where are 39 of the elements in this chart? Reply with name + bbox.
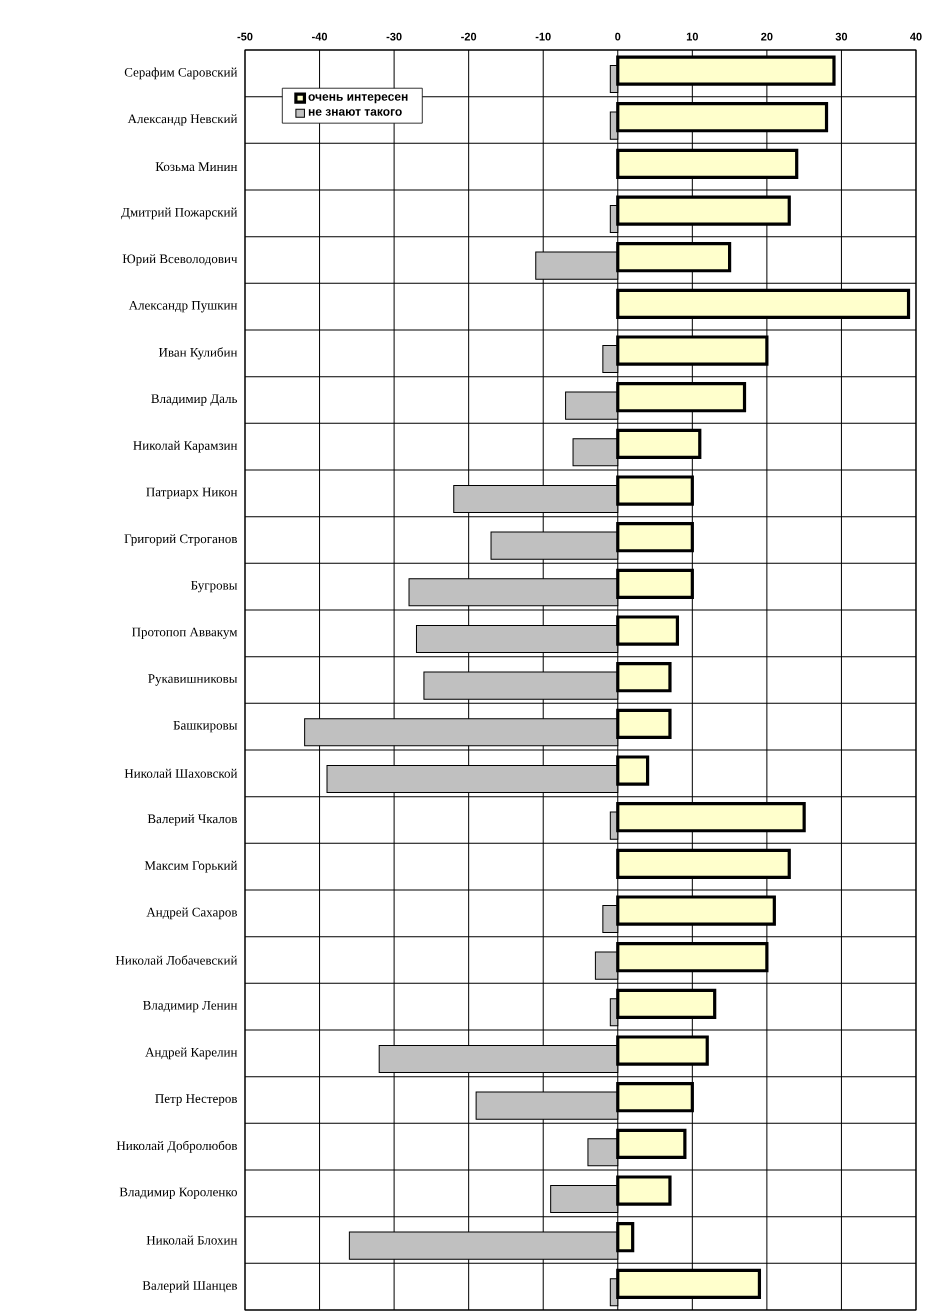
y-tick-label: Иван Кулибин (158, 347, 238, 360)
y-tick-label: Юрий Всеволодович (122, 254, 238, 266)
y-tick-label: Григорий Строганов (124, 534, 237, 546)
x-tick-label: -50 (237, 32, 253, 41)
y-tick-label: Протопоп Аввакум (132, 627, 238, 640)
x-tick-label: -20 (461, 32, 477, 41)
x-tick-label: 20 (761, 32, 773, 41)
y-tick-label: Николай Шаховской (124, 768, 238, 778)
y-tick-label: Рукавишниковы (148, 674, 238, 686)
y-tick-label: Николай Блохин (146, 1235, 238, 1245)
y-tick-label: Владимир Короленко (119, 1187, 237, 1199)
y-tick-label: Андрей Сахаров (146, 907, 238, 920)
legend-label: очень интересен (308, 94, 408, 104)
y-tick-label: Козьма Минин (155, 162, 238, 172)
y-tick-label: Николай Лобачевский (115, 955, 238, 965)
x-tick-label: 0 (615, 32, 621, 41)
y-tick-label: Александр Невский (127, 114, 238, 126)
y-tick-label: Валерий Шанцев (142, 1280, 238, 1293)
y-tick-label: Максим Горький (144, 860, 238, 873)
y-tick-label: Серафим Саровский (124, 67, 238, 80)
y-tick-label: Николай Добролюбов (116, 1140, 238, 1153)
x-tick-label: 40 (910, 32, 922, 41)
y-tick-label: Башкировы (173, 721, 238, 733)
y-tick-label: Патриарх Никон (146, 487, 238, 499)
x-tick-label: -30 (386, 32, 402, 41)
y-tick-label: Александр Пушкин (128, 301, 238, 313)
y-tick-label: Дмитрий Пожарский (121, 207, 238, 220)
x-tick-label: 10 (686, 32, 698, 41)
y-tick-label: Владимир Ленин (143, 1001, 238, 1013)
y-tick-label: Андрей Карелин (145, 1047, 238, 1060)
y-tick-label: Владимир Даль (151, 394, 238, 406)
x-tick-label: 30 (835, 32, 848, 41)
y-tick-label: Николай Карамзин (133, 440, 238, 453)
x-tick-label: -10 (535, 32, 551, 41)
legend-label: не знают такого (308, 109, 402, 116)
y-tick-label: Валерий Чкалов (147, 814, 238, 826)
y-tick-label: Петр Нестеров (155, 1094, 238, 1106)
y-tick-label: Бугровы (191, 581, 238, 593)
x-tick-label: -40 (312, 32, 328, 41)
